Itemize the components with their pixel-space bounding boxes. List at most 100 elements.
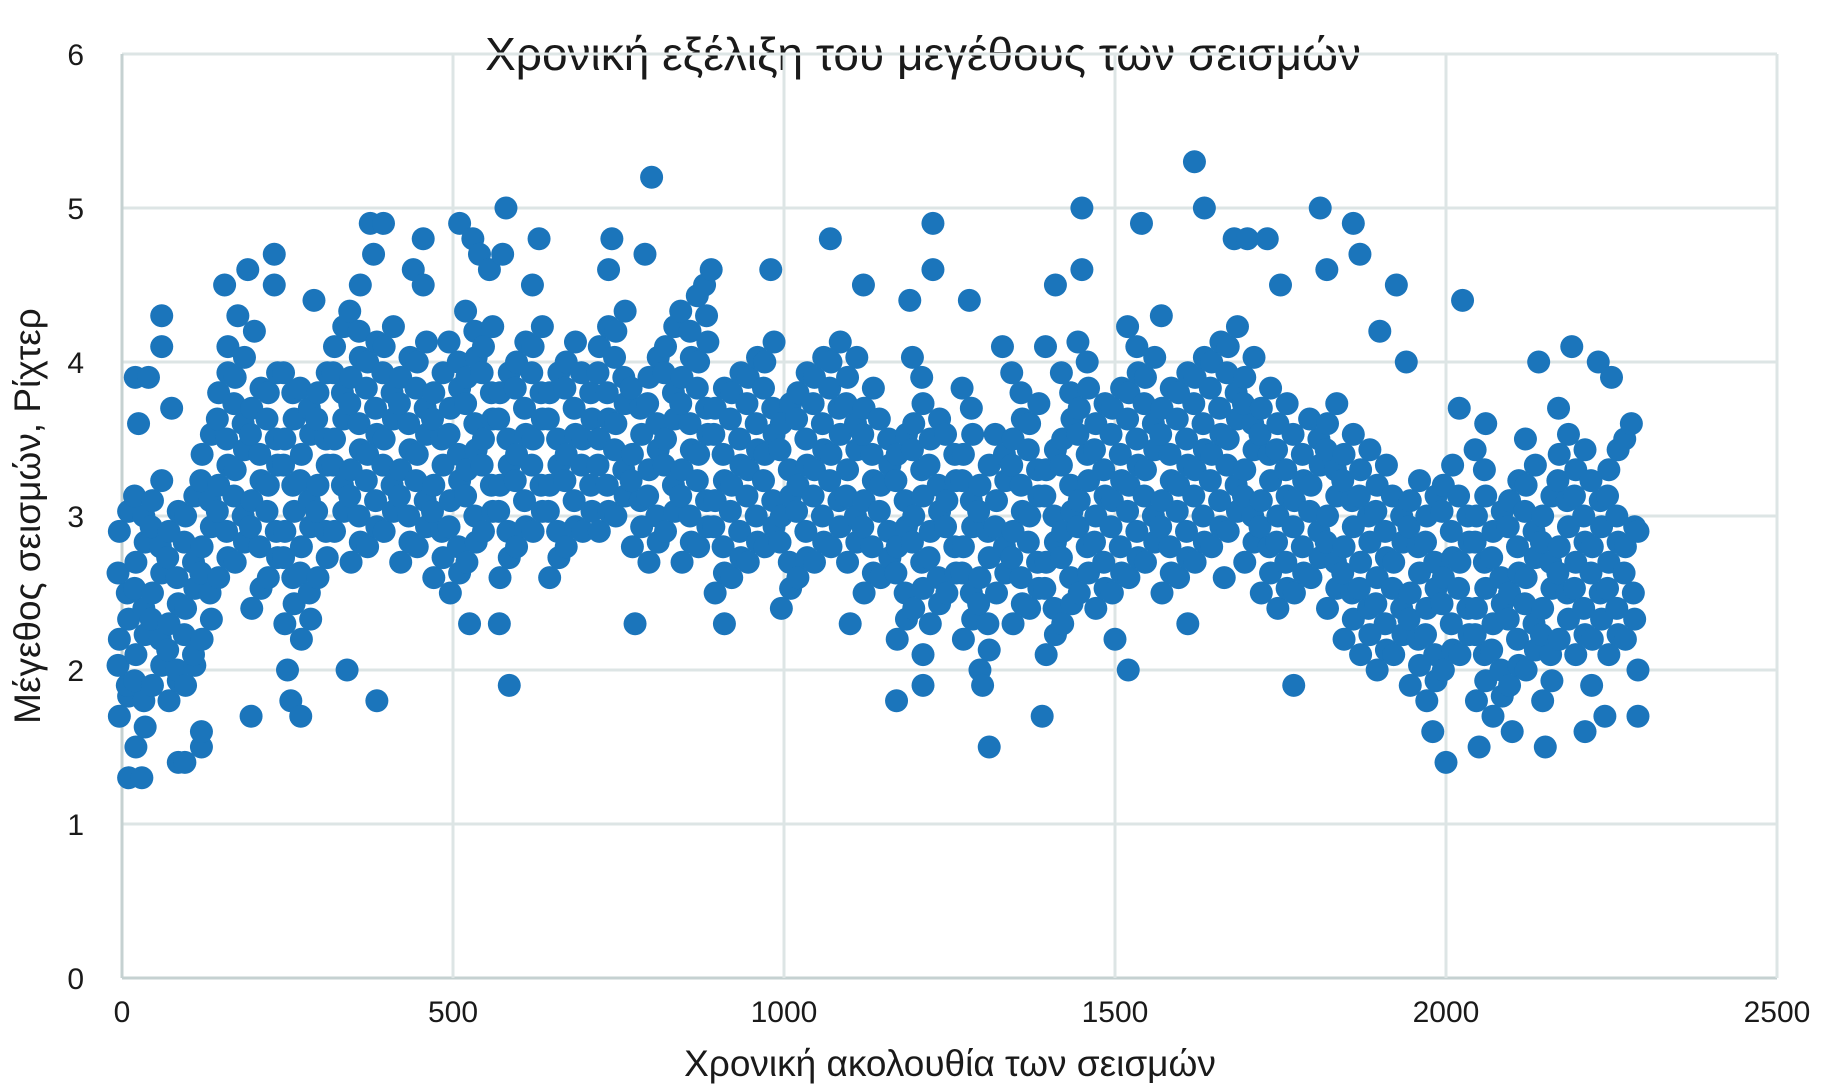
data-point <box>685 376 709 400</box>
data-point <box>1192 196 1216 220</box>
data-point <box>794 519 818 543</box>
data-point <box>1165 407 1189 431</box>
data-point <box>347 412 371 436</box>
data-point <box>256 381 280 405</box>
data-point <box>1364 592 1388 616</box>
data-point <box>1562 576 1586 600</box>
data-point <box>1208 396 1232 420</box>
data-point <box>107 704 131 728</box>
data-point <box>1580 673 1604 697</box>
data-point <box>1596 484 1620 508</box>
data-point <box>1498 673 1522 697</box>
y-tick-label: 3 <box>67 501 84 534</box>
data-point <box>917 546 941 570</box>
data-point <box>123 576 147 600</box>
x-tick-label: 2000 <box>1413 996 1480 1029</box>
data-point <box>935 581 959 605</box>
data-point <box>223 458 247 482</box>
data-point <box>885 689 909 713</box>
data-point <box>1463 530 1487 554</box>
data-point <box>404 469 428 493</box>
data-point <box>335 658 359 682</box>
data-point <box>372 335 396 359</box>
data-point <box>1316 504 1340 528</box>
data-point <box>968 566 992 590</box>
data-point <box>744 412 768 436</box>
data-point <box>1619 412 1643 436</box>
data-point <box>1481 704 1505 728</box>
data-point <box>323 519 347 543</box>
data-point <box>1198 469 1222 493</box>
data-point <box>1560 335 1584 359</box>
data-point <box>1034 643 1058 667</box>
data-point <box>911 643 935 667</box>
data-point <box>1564 643 1588 667</box>
data-point <box>288 469 312 493</box>
y-tick-label: 0 <box>67 963 84 996</box>
data-point <box>1480 546 1504 570</box>
data-point <box>1547 535 1571 559</box>
data-point <box>619 469 643 493</box>
data-point <box>477 258 501 282</box>
data-point <box>133 715 157 739</box>
data-point <box>1215 361 1239 385</box>
data-point <box>1051 612 1075 636</box>
data-point <box>454 484 478 508</box>
data-point <box>1448 550 1472 574</box>
data-point <box>1505 627 1529 651</box>
data-point <box>654 427 678 451</box>
data-point <box>1231 392 1255 416</box>
data-point <box>238 422 262 446</box>
data-point <box>1208 489 1232 513</box>
data-point <box>156 546 180 570</box>
data-point <box>918 612 942 636</box>
data-point <box>563 330 587 354</box>
data-point <box>967 499 991 523</box>
data-point <box>1514 658 1538 682</box>
data-point <box>1474 412 1498 436</box>
data-point <box>900 345 924 369</box>
data-point <box>1182 484 1206 508</box>
data-point <box>1149 422 1173 446</box>
data-point <box>491 242 515 266</box>
data-point <box>1380 484 1404 508</box>
data-point <box>1191 504 1215 528</box>
data-point <box>248 442 272 466</box>
data-point <box>1415 689 1439 713</box>
data-point <box>1597 643 1621 667</box>
data-point <box>934 422 958 446</box>
data-point <box>1332 535 1356 559</box>
data-point <box>127 412 151 436</box>
data-point <box>520 361 544 385</box>
data-point <box>1314 530 1338 554</box>
data-point <box>810 504 834 528</box>
data-point <box>1413 530 1437 554</box>
data-point <box>910 365 934 389</box>
data-point <box>1529 530 1553 554</box>
data-point <box>900 530 924 554</box>
data-point <box>1413 623 1437 647</box>
data-point <box>586 453 610 477</box>
data-point <box>595 381 619 405</box>
data-point <box>405 535 429 559</box>
data-point <box>867 499 891 523</box>
data-point <box>640 165 664 189</box>
data-point <box>961 422 985 446</box>
data-point <box>1529 623 1553 647</box>
data-point <box>587 519 611 543</box>
data-point <box>951 442 975 466</box>
data-point <box>1613 535 1637 559</box>
data-point <box>1066 330 1090 354</box>
data-point <box>372 519 396 543</box>
data-point <box>1562 484 1586 508</box>
data-point <box>1066 515 1090 539</box>
data-point <box>1531 689 1555 713</box>
data-point <box>1099 422 1123 446</box>
data-point <box>685 469 709 493</box>
data-point <box>315 546 339 570</box>
data-point <box>818 227 842 251</box>
data-point <box>699 258 723 282</box>
data-point <box>124 643 148 667</box>
data-point <box>1108 442 1132 466</box>
data-point <box>1233 550 1257 574</box>
